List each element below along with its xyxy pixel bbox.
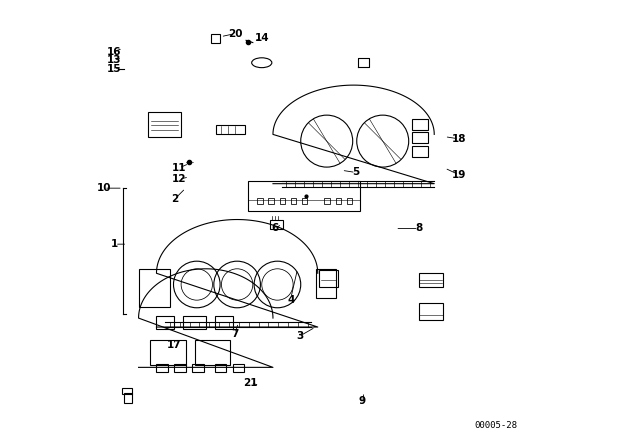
Text: 21: 21 — [243, 378, 258, 388]
Bar — [257, 198, 262, 204]
Text: 4: 4 — [287, 295, 294, 305]
Text: 00005-28: 00005-28 — [474, 421, 517, 430]
Text: 12: 12 — [172, 174, 186, 184]
Bar — [157, 364, 168, 372]
Bar — [269, 198, 274, 204]
Text: 8: 8 — [415, 224, 422, 233]
Bar — [336, 198, 341, 204]
Bar — [192, 364, 204, 372]
Text: 9: 9 — [359, 396, 366, 406]
Text: 10: 10 — [97, 183, 111, 193]
Text: 3: 3 — [296, 331, 303, 341]
Text: 20: 20 — [228, 29, 242, 39]
Bar — [324, 198, 330, 204]
Text: 16: 16 — [107, 47, 121, 56]
Bar — [233, 364, 244, 372]
Text: 13: 13 — [107, 56, 121, 65]
Text: 14: 14 — [255, 33, 269, 43]
Bar — [291, 198, 296, 204]
Text: 2: 2 — [171, 194, 178, 204]
Text: 6: 6 — [271, 224, 279, 233]
Bar — [174, 364, 186, 372]
Bar — [347, 198, 352, 204]
Text: 15: 15 — [107, 65, 121, 74]
Text: 19: 19 — [452, 170, 466, 180]
Text: 1: 1 — [111, 239, 118, 249]
Text: 7: 7 — [231, 329, 239, 339]
Bar — [215, 364, 226, 372]
Text: 11: 11 — [172, 163, 186, 173]
Text: 5: 5 — [352, 168, 360, 177]
Bar — [280, 198, 285, 204]
Text: 18: 18 — [452, 134, 466, 144]
Bar — [302, 198, 307, 204]
Text: 17: 17 — [167, 340, 182, 350]
